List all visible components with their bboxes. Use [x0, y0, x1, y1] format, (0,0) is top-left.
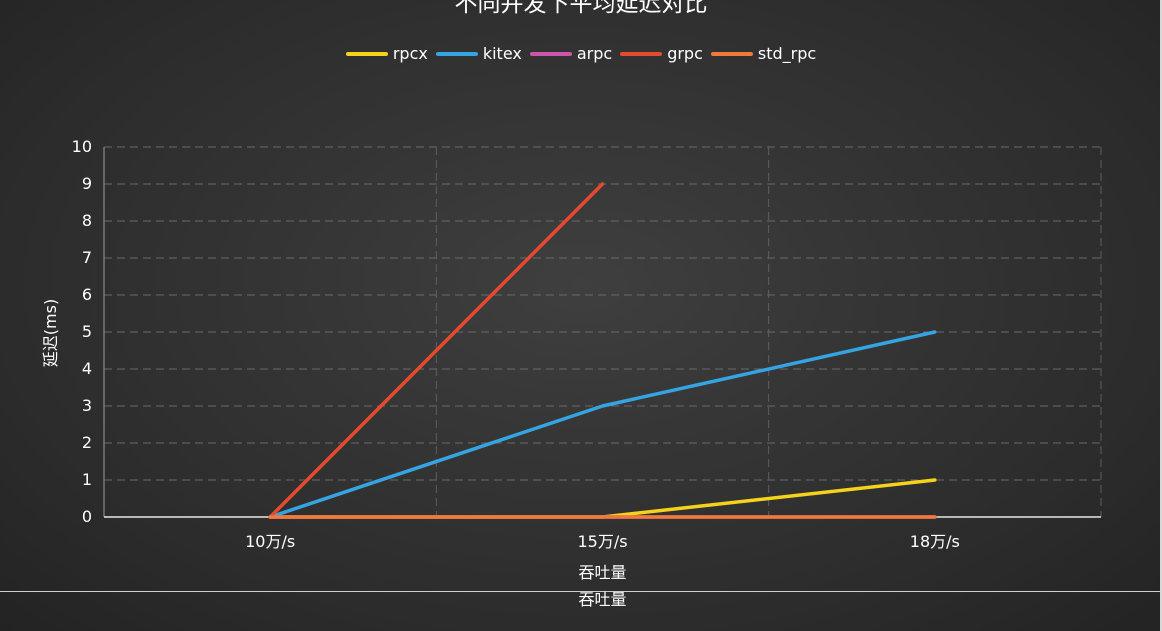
- x-tick-label: 18万/s: [909, 532, 960, 551]
- y-tick-label: 3: [81, 396, 92, 415]
- y-tick-label: 9: [81, 174, 92, 193]
- legend-item-rpcx[interactable]: rpcx: [345, 44, 428, 63]
- legend-label: arpc: [576, 44, 613, 63]
- right-border: [1160, 0, 1162, 631]
- legend-label: std_rpc: [757, 44, 817, 63]
- chart-title: 不同并发下平均延迟对比: [454, 0, 708, 17]
- legend-swatch: [435, 51, 478, 56]
- gridlines: [104, 146, 1102, 517]
- legend-swatch: [620, 51, 663, 56]
- y-axis-title: 延迟(ms): [41, 298, 60, 368]
- x-tick-label: 15万/s: [577, 532, 628, 551]
- y-tick-label: 8: [81, 211, 92, 230]
- legend-item-arpc[interactable]: arpc: [529, 44, 613, 63]
- y-tick-label: 0: [81, 507, 92, 526]
- y-tick-label: 7: [81, 248, 92, 267]
- series-line-rpcx: [268, 478, 937, 519]
- legend-label: rpcx: [392, 44, 428, 63]
- y-tick-label: 6: [81, 285, 92, 304]
- x-axis-title-duplicate: 吞吐量: [578, 590, 627, 609]
- legend-label: kitex: [482, 44, 522, 63]
- y-tick-label: 1: [81, 470, 92, 489]
- x-axis-title: 吞吐量: [578, 563, 627, 582]
- legend-item-std_rpc[interactable]: std_rpc: [710, 44, 817, 63]
- y-tick-label: 10: [71, 137, 92, 156]
- series-line-grpc: [268, 182, 605, 519]
- legend-item-kitex[interactable]: kitex: [435, 44, 522, 63]
- legend[interactable]: rpcx kitex arpc grpc std_rpc: [0, 44, 1162, 63]
- legend-label: grpc: [667, 44, 703, 63]
- series-line-kitex: [268, 330, 937, 519]
- legend-item-grpc[interactable]: grpc: [620, 44, 703, 63]
- x-tick-label: 10万/s: [245, 532, 296, 551]
- y-tick-label: 4: [81, 359, 92, 378]
- y-tick-label: 2: [81, 433, 92, 452]
- legend-swatch: [529, 51, 572, 56]
- series-lines: [268, 182, 937, 519]
- legend-swatch: [345, 51, 388, 56]
- legend-swatch: [710, 51, 753, 56]
- bottom-divider: [0, 591, 1162, 592]
- y-tick-label: 5: [81, 322, 92, 341]
